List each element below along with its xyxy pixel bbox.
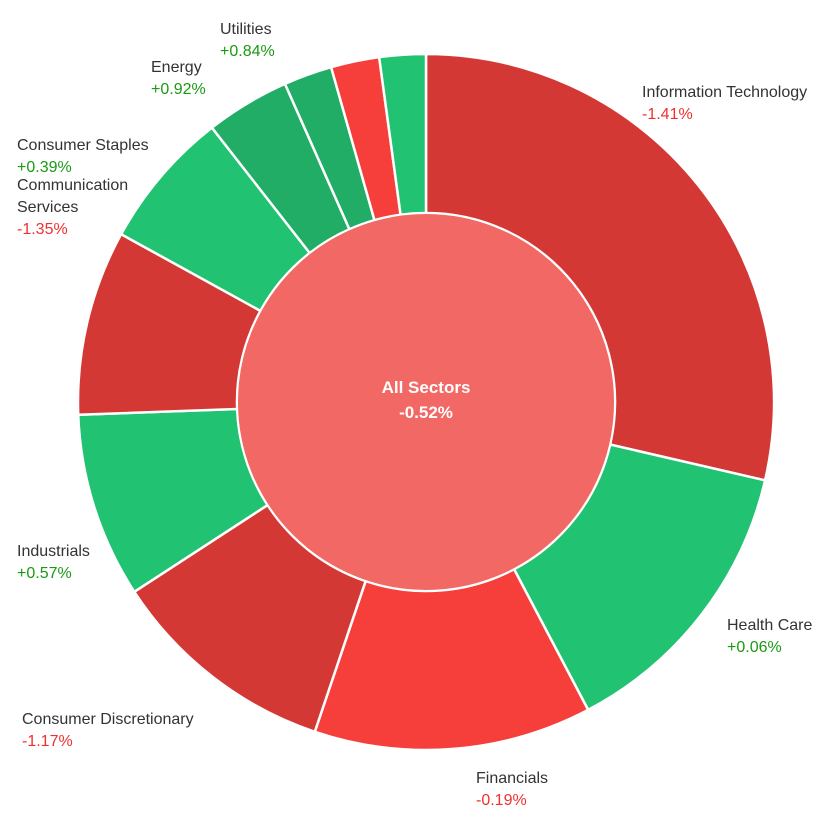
slice-label-value: -0.19% (476, 792, 527, 809)
slice-label-name: Services (17, 199, 78, 216)
slice-label-value: -1.41% (642, 106, 693, 123)
slice-label-value: +0.92% (151, 81, 206, 98)
slice-label-value: +0.39% (17, 159, 72, 176)
slice-label-name: Financials (476, 770, 548, 787)
slice-label-name: Health Care (727, 617, 812, 634)
sector-labels: Information Technology -1.41% Health Care +… (17, 21, 812, 809)
slice-label-name: Information Technology (642, 84, 807, 101)
center-circle[interactable] (236, 212, 616, 592)
center-value: -0.52% (399, 403, 453, 422)
slice-label-value: -1.17% (22, 733, 73, 750)
slice-label-value: -1.35% (17, 221, 68, 238)
slice-label-name: Industrials (17, 543, 90, 560)
sector-slices (76, 52, 776, 752)
center-node[interactable]: All Sectors -0.52% (236, 212, 616, 592)
center-label: All Sectors (382, 378, 471, 397)
slice-label-name: Consumer Discretionary (22, 711, 194, 728)
slice-label-name: Energy (151, 59, 202, 76)
slice-label-name: Utilities (220, 21, 272, 38)
slice-label-value: +0.57% (17, 565, 72, 582)
slice-label-name: Consumer Staples (17, 137, 149, 154)
slice-label-name: Communication (17, 177, 128, 194)
slice-label-value: +0.06% (727, 639, 782, 656)
slice-label-value: +0.84% (220, 43, 275, 60)
